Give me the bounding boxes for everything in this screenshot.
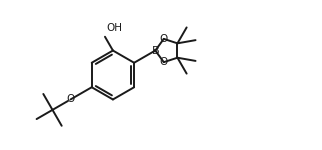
- Text: O: O: [160, 57, 168, 67]
- Text: O: O: [160, 34, 168, 44]
- Text: OH: OH: [107, 23, 123, 33]
- Text: O: O: [66, 94, 75, 105]
- Text: B: B: [152, 45, 159, 56]
